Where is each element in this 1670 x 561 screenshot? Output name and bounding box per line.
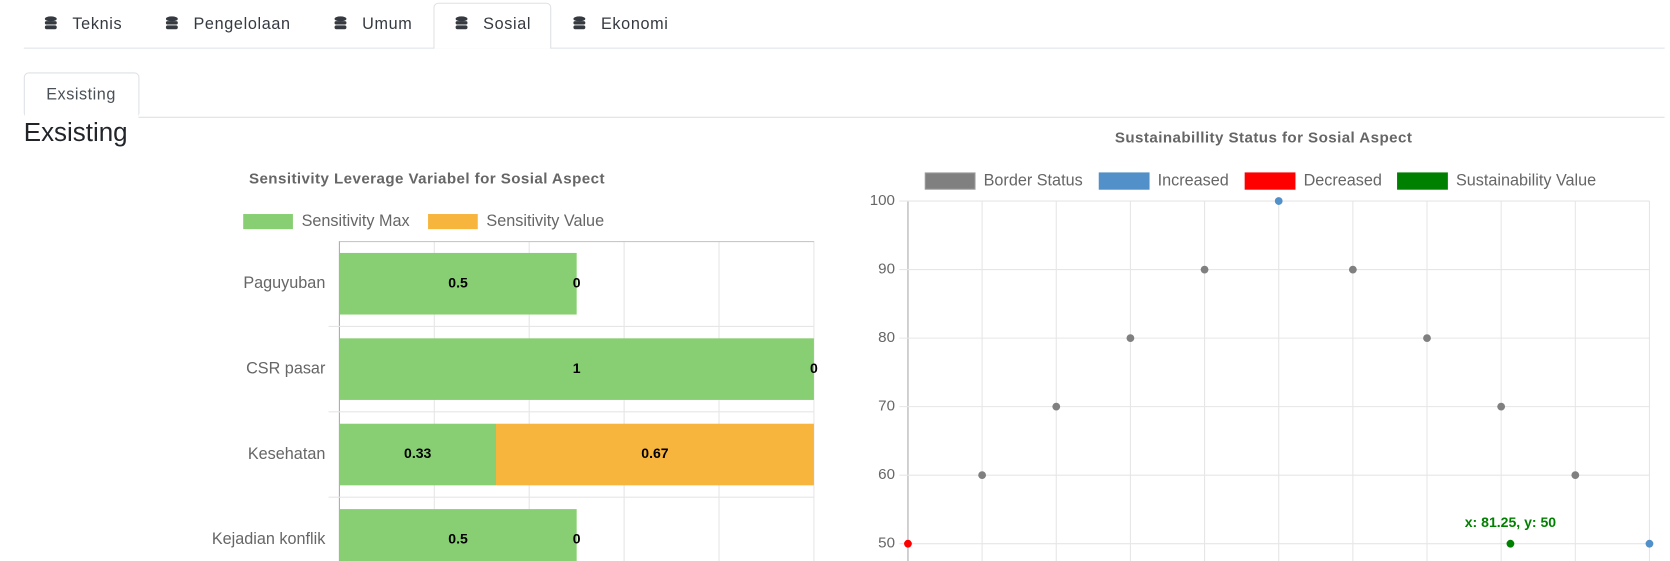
- tab-label[interactable]: Ekonomi: [601, 15, 669, 33]
- database-icon: [44, 16, 57, 30]
- scatter-point: [1348, 265, 1357, 274]
- icon-part: [455, 21, 468, 25]
- scatter-point: [1126, 334, 1135, 343]
- bar-segment: [339, 509, 577, 561]
- database-icon: [165, 16, 178, 30]
- icon-part: [455, 25, 468, 30]
- icon-part: [334, 16, 347, 22]
- point-label: x: 81.25, y: 50: [1465, 514, 1557, 530]
- icon-part: [44, 21, 57, 25]
- legend-label: Increased: [1158, 171, 1229, 189]
- data-label: 0: [573, 274, 581, 290]
- data-label: 0: [573, 531, 581, 547]
- bar-segment: [339, 338, 814, 400]
- legend-swatch: [1098, 172, 1150, 190]
- y-tick-label: Kesehatan: [248, 445, 325, 463]
- icon-part: [165, 16, 178, 22]
- y-tick-label: Kejadian konflik: [212, 530, 326, 548]
- data-label: 0: [810, 360, 818, 376]
- bar-segment: [339, 423, 496, 486]
- legend-swatch: [243, 214, 293, 230]
- scatter-point: [1200, 265, 1209, 274]
- legend-swatch: [1397, 172, 1448, 190]
- active-tab-box: [433, 2, 552, 49]
- scatter-point: [1423, 334, 1431, 343]
- y-tick-label: CSR pasar: [246, 359, 326, 377]
- legend-label: Sustainability Value: [1456, 171, 1596, 189]
- subtab-label[interactable]: Exsisting: [46, 85, 116, 103]
- icon-part: [165, 25, 178, 30]
- database-icon: [334, 16, 347, 30]
- legend-label: Sensitivity Max: [302, 212, 410, 230]
- bar-segment: [339, 252, 577, 315]
- scatter-point: [904, 539, 912, 548]
- icon-part: [165, 21, 178, 25]
- y-tick-label: Paguyuban: [243, 274, 325, 292]
- y-tick-label: 100: [870, 192, 895, 209]
- data-label: 1: [573, 360, 581, 376]
- legend-label: Border Status: [984, 171, 1083, 189]
- legend-label: Decreased: [1304, 171, 1382, 189]
- tab-label[interactable]: Teknis: [72, 15, 122, 33]
- database-icon: [573, 16, 586, 30]
- icon-part: [573, 25, 586, 30]
- data-label: 0.5: [448, 531, 468, 547]
- data-label: 0.5: [448, 274, 468, 290]
- y-tick-label: 50: [878, 535, 895, 552]
- data-label: 0.67: [641, 445, 669, 461]
- y-tick-label: 70: [878, 398, 895, 415]
- chart-title: Sensitivity Leverage Variabel for Sosial…: [249, 170, 605, 187]
- chart-title: Sustainabillity Status for Sosial Aspect: [1115, 129, 1412, 146]
- y-tick-label: 80: [878, 329, 895, 346]
- heading: Exsisting: [24, 119, 128, 147]
- icon-part: [573, 21, 586, 25]
- legend-swatch: [924, 172, 976, 190]
- icon-part: [44, 25, 57, 30]
- scatter-point: [1571, 471, 1580, 480]
- subtab-gap: [24, 113, 139, 119]
- scatter-point: [978, 471, 987, 480]
- database-icon: [455, 16, 468, 30]
- legend-swatch: [1244, 172, 1296, 190]
- tab-label[interactable]: Sosial: [483, 15, 531, 33]
- icon-part: [455, 16, 468, 22]
- data-label: 0.33: [404, 445, 432, 461]
- icon-part: [334, 21, 347, 25]
- icon-part: [44, 16, 57, 22]
- scatter-point: [1497, 402, 1506, 411]
- tab-label[interactable]: Pengelolaan: [193, 15, 290, 33]
- legend-swatch: [428, 214, 478, 230]
- scatter-point: [1274, 197, 1283, 205]
- y-tick-label: 60: [878, 466, 895, 483]
- icon-part: [334, 25, 347, 30]
- scatter-point: [1506, 539, 1515, 548]
- scatter-point: [1052, 402, 1061, 411]
- y-tick-label: 90: [878, 261, 895, 278]
- scatter-point: [1645, 539, 1654, 548]
- legend-label: Sensitivity Value: [486, 212, 604, 230]
- tab-label[interactable]: Umum: [362, 15, 412, 33]
- bar-segment: [495, 423, 814, 486]
- icon-part: [573, 16, 586, 22]
